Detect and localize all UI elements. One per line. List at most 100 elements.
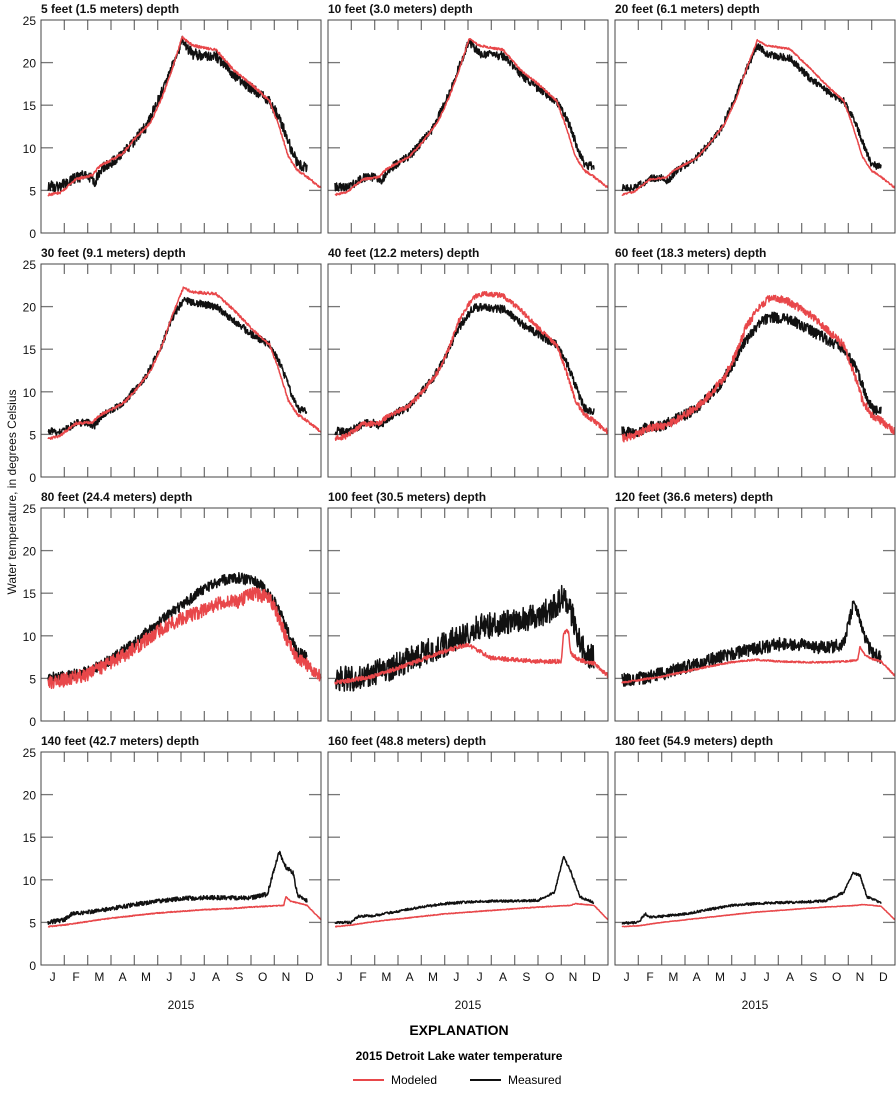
month-label: J: [764, 970, 770, 984]
panel-title: 5 feet (1.5 meters) depth: [41, 2, 179, 16]
month-label: M: [428, 970, 438, 984]
month-label: F: [359, 970, 366, 984]
legend-modeled-label: Modeled: [391, 1073, 437, 1087]
panel-title: 160 feet (48.8 meters) depth: [328, 734, 486, 748]
y-axis-label: Water temperature, in degrees Celsius: [5, 390, 19, 595]
measured-series-line: [334, 855, 595, 925]
x-axis-label: 2015: [742, 998, 769, 1012]
month-label: O: [545, 970, 554, 984]
y-tick-label: 0: [29, 471, 36, 485]
y-tick-label: 15: [23, 99, 37, 113]
modeled-series-line: [47, 587, 322, 690]
panel-title: 20 feet (6.1 meters) depth: [615, 2, 760, 16]
legend: EXPLANATION 2015 Detroit Lake water tempe…: [353, 1022, 563, 1087]
y-tick-label: 0: [29, 959, 36, 973]
panel: 80 feet (24.4 meters) depth 0 5 10 15 20 25: [23, 490, 322, 729]
month-label: A: [786, 970, 794, 984]
y-tick-label: 0: [29, 715, 36, 729]
panel: 60 feet (18.3 meters) depth: [614, 246, 896, 478]
month-label: S: [809, 970, 817, 984]
modeled-series-line: [621, 645, 896, 684]
measured-series-line: [47, 35, 308, 193]
month-label: D: [879, 970, 888, 984]
x-axis-label: 2015: [455, 998, 482, 1012]
y-tick-label: 20: [23, 57, 37, 71]
modeled-series-line: [621, 38, 896, 196]
legend-measured-label: Measured: [508, 1073, 561, 1087]
plot-frame: [327, 751, 609, 966]
month-label: N: [569, 970, 578, 984]
modeled-series-line: [621, 903, 896, 928]
y-tick-label: 10: [23, 874, 37, 888]
month-label: A: [212, 970, 220, 984]
panel-title: 120 feet (36.6 meters) depth: [615, 490, 773, 504]
modeled-series-line: [334, 290, 609, 442]
plot-frame: [40, 19, 322, 234]
plot-frame: [40, 263, 322, 478]
month-label: J: [50, 970, 56, 984]
plot-frame: [327, 507, 609, 722]
month-label: A: [693, 970, 701, 984]
y-tick-label: 15: [23, 587, 37, 601]
month-label: F: [646, 970, 653, 984]
modeled-series-line: [334, 902, 609, 928]
month-label: M: [715, 970, 725, 984]
y-tick-label: 10: [23, 386, 37, 400]
modeled-series-line: [621, 294, 896, 443]
month-label: D: [592, 970, 601, 984]
y-tick-label: 25: [23, 502, 37, 516]
measured-series-line: [621, 43, 882, 193]
month-label: J: [740, 970, 746, 984]
plot-frame: [614, 19, 896, 234]
y-tick-label: 10: [23, 630, 37, 644]
panel: 140 feet (42.7 meters) depth 0 5 10 15 20 25 J F…: [23, 734, 322, 1012]
plot-frame: [614, 507, 896, 722]
y-tick-label: 20: [23, 301, 37, 315]
y-tick-label: 5: [29, 184, 36, 198]
month-label: A: [499, 970, 507, 984]
plot-frame: [327, 263, 609, 478]
panel-title: 180 feet (54.9 meters) depth: [615, 734, 773, 748]
measured-series-line: [47, 850, 308, 925]
plot-frame: [327, 19, 609, 234]
measured-series-line: [47, 296, 308, 437]
measured-series-line: [621, 600, 882, 687]
month-label: J: [453, 970, 459, 984]
month-label: J: [624, 970, 630, 984]
measured-series-line: [334, 38, 595, 193]
month-label: F: [72, 970, 79, 984]
panel: 5 feet (1.5 meters) depth 0 5 10 15 20 25: [23, 2, 322, 241]
month-label: M: [668, 970, 678, 984]
plot-frame: [614, 751, 896, 966]
panel-title: 40 feet (12.2 meters) depth: [328, 246, 479, 260]
y-tick-label: 25: [23, 14, 37, 28]
panel: 20 feet (6.1 meters) depth: [614, 2, 896, 234]
y-tick-label: 5: [29, 672, 36, 686]
panel-title: 30 feet (9.1 meters) depth: [41, 246, 186, 260]
panel: 10 feet (3.0 meters) depth: [327, 2, 609, 234]
month-label: N: [282, 970, 291, 984]
panel: 30 feet (9.1 meters) depth 0 5 10 15 20 25: [23, 246, 322, 485]
y-tick-label: 5: [29, 916, 36, 930]
month-label: O: [258, 970, 267, 984]
panel-title: 60 feet (18.3 meters) depth: [615, 246, 766, 260]
x-axis-label: 2015: [168, 998, 195, 1012]
y-tick-label: 20: [23, 789, 37, 803]
measured-series-line: [334, 584, 595, 692]
y-tick-label: 20: [23, 545, 37, 559]
panel: 120 feet (36.6 meters) depth: [614, 490, 896, 722]
panel: 40 feet (12.2 meters) depth: [327, 246, 609, 478]
month-label: O: [832, 970, 841, 984]
month-label: J: [190, 970, 196, 984]
legend-subtitle: 2015 Detroit Lake water temperature: [356, 1049, 563, 1063]
y-tick-label: 5: [29, 428, 36, 442]
panel: 100 feet (30.5 meters) depth: [327, 490, 609, 722]
measured-series-line: [621, 871, 882, 925]
measured-series-line: [334, 302, 595, 437]
month-label: J: [337, 970, 343, 984]
y-tick-label: 0: [29, 227, 36, 241]
month-label: J: [166, 970, 172, 984]
month-label: J: [477, 970, 483, 984]
panel-title: 100 feet (30.5 meters) depth: [328, 490, 486, 504]
